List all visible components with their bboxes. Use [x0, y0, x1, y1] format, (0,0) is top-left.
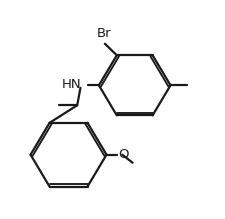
- Text: HN: HN: [62, 78, 81, 91]
- Text: Br: Br: [96, 27, 111, 40]
- Text: O: O: [118, 148, 128, 161]
